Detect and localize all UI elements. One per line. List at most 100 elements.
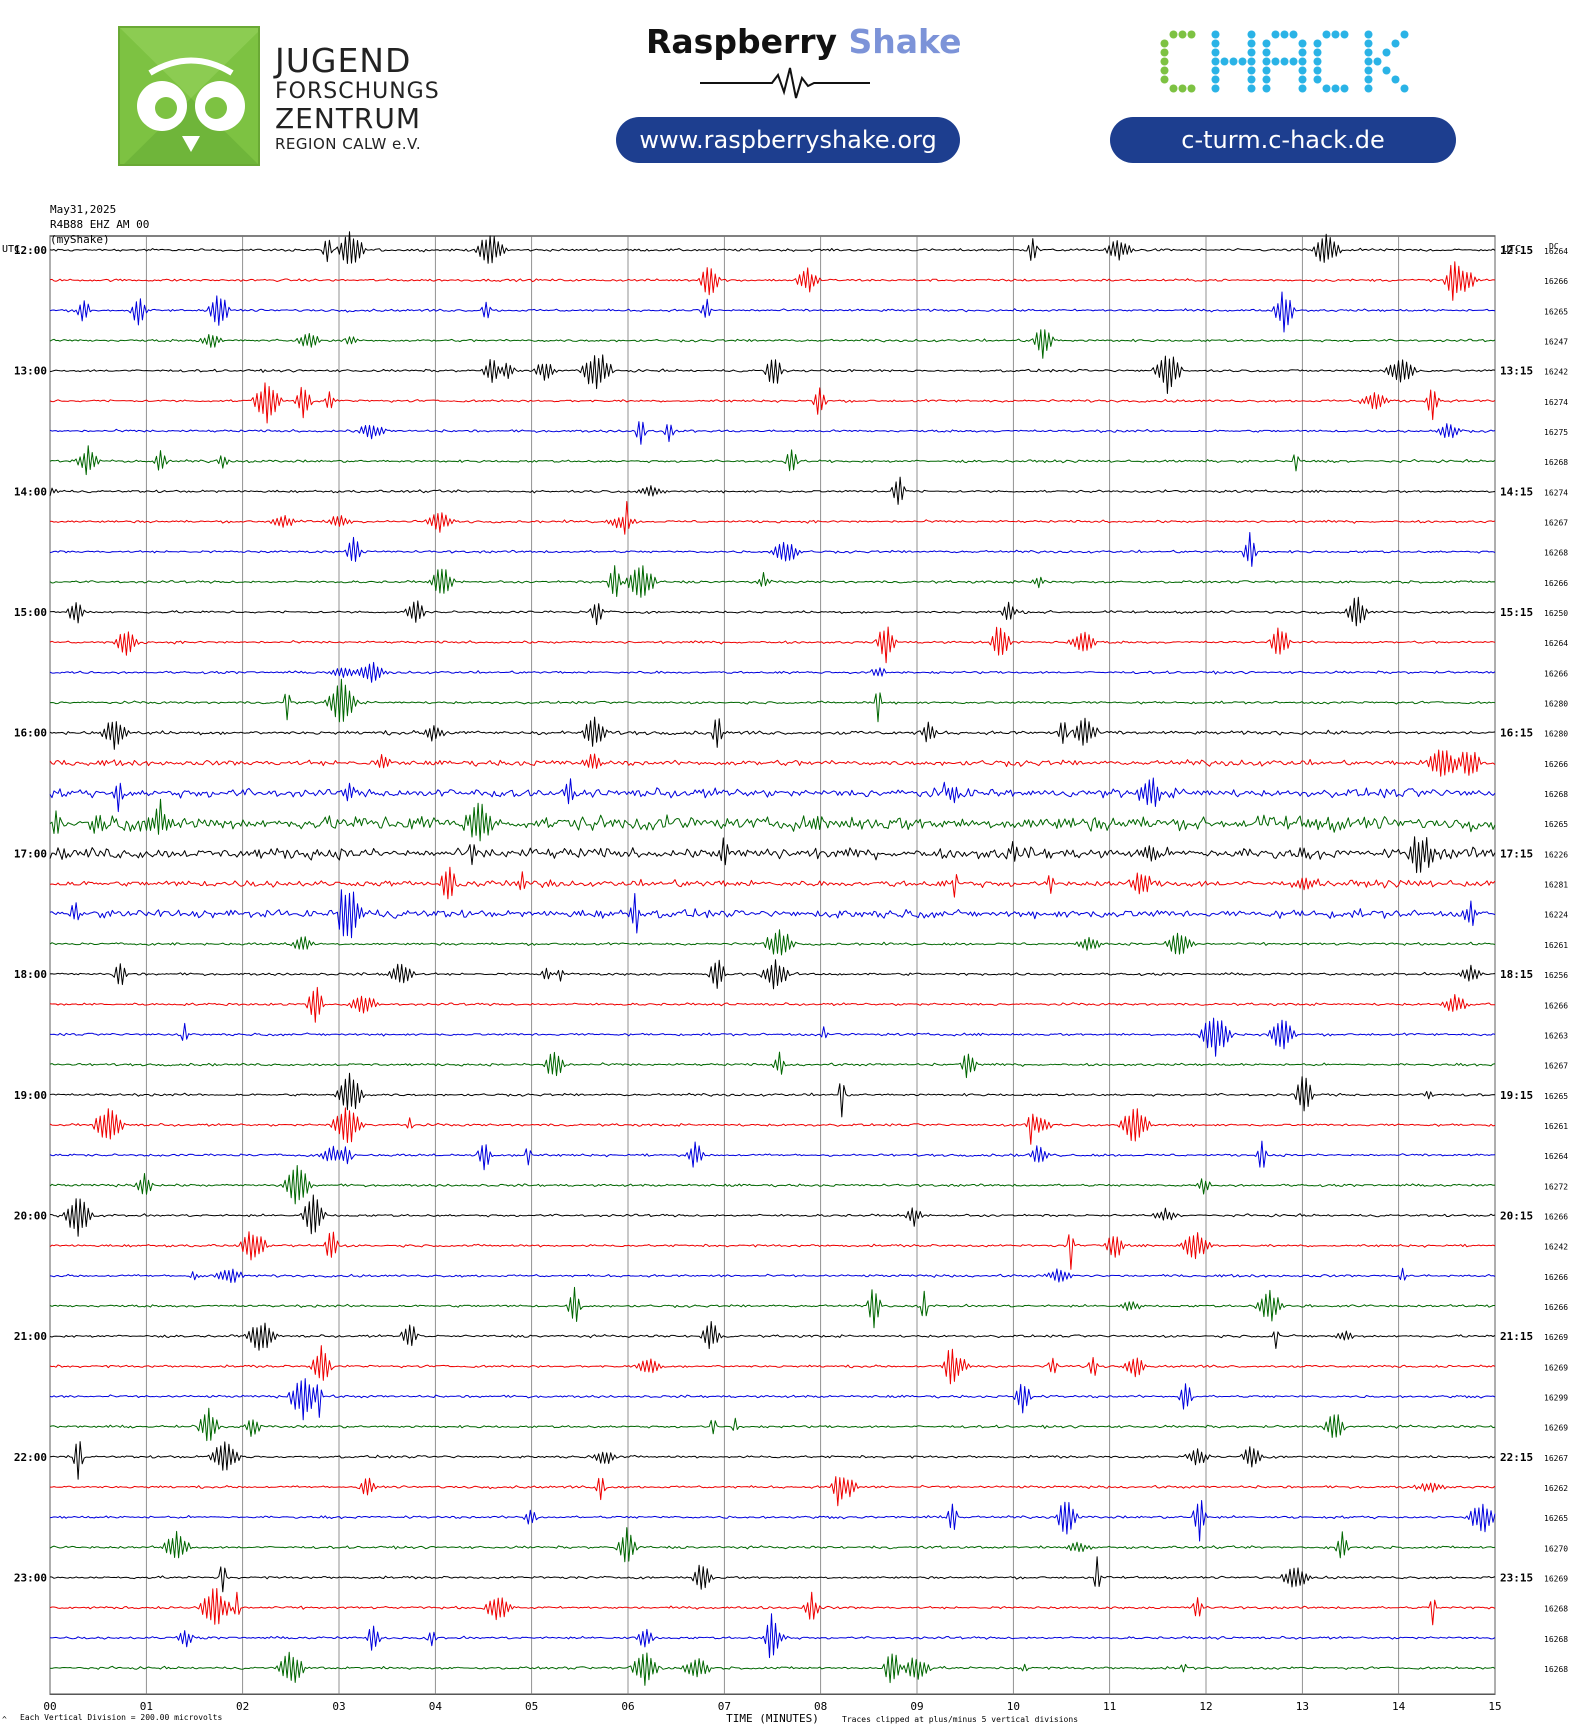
- seismic-trace: [49, 1194, 1496, 1237]
- chack-pixel: [1211, 39, 1220, 48]
- dc-value: 16262: [1544, 1484, 1568, 1493]
- chack-pixel: [1280, 57, 1289, 66]
- chack-pixel: [1313, 48, 1322, 57]
- hour-label-left: 19:00: [14, 1089, 47, 1102]
- seismic-trace: [49, 231, 1496, 264]
- chack-pixel: [1262, 39, 1271, 48]
- seismic-trace: [49, 1231, 1496, 1270]
- meta-line: May31,2025: [50, 203, 116, 216]
- chack-pixel: [1220, 57, 1229, 66]
- seismic-trace: [49, 1613, 1496, 1659]
- x-tick-label: 07: [718, 1700, 731, 1713]
- hour-label-right: 18:15: [1500, 968, 1533, 981]
- seismic-trace: [49, 929, 1496, 956]
- hour-label-left: 17:00: [14, 847, 47, 860]
- dc-value: 16299: [1544, 1393, 1568, 1402]
- hour-label-right: 17:15: [1500, 847, 1533, 860]
- footer-mark: ^: [2, 1715, 7, 1724]
- hour-label-right: 20:15: [1500, 1209, 1533, 1222]
- hour-label-right: 15:15: [1500, 606, 1533, 619]
- chack-logo: [1160, 30, 1409, 93]
- seismic-trace: [50, 1476, 1496, 1507]
- dc-value: 16261: [1544, 1122, 1568, 1131]
- x-tick-label: 15: [1488, 1700, 1501, 1713]
- dc-value: 16274: [1544, 488, 1568, 497]
- hour-label-left: 16:00: [14, 727, 47, 740]
- hour-label-left: 21:00: [14, 1330, 47, 1343]
- dc-value: 16275: [1544, 428, 1568, 437]
- seismic-trace: [49, 716, 1496, 750]
- jfz-line1: JUGEND: [275, 41, 412, 80]
- seismic-trace: [49, 291, 1496, 333]
- seismic-trace: [49, 1556, 1496, 1593]
- seismic-trace: [49, 1378, 1496, 1421]
- footer-clip-note: Traces clipped at plus/minus 5 vertical …: [842, 1715, 1078, 1724]
- chack-pixel: [1262, 48, 1271, 57]
- dc-value: 16265: [1544, 1092, 1568, 1101]
- chack-pixel: [1364, 75, 1373, 84]
- dc-value: 16242: [1544, 368, 1568, 377]
- x-tick-label: 08: [814, 1700, 827, 1713]
- dc-value: 16266: [1544, 669, 1568, 678]
- chack-pixel: [1247, 30, 1256, 39]
- x-axis-label: TIME (MINUTES): [726, 1712, 819, 1725]
- jfz-line3: ZENTRUM: [275, 102, 422, 135]
- dc-value: 16242: [1544, 1243, 1568, 1252]
- jfz-wordmark: JUGEND FORSCHUNGS ZENTRUM REGION CALW e.…: [275, 44, 440, 152]
- dc-value: 16267: [1544, 1454, 1568, 1463]
- dc-value: 16268: [1544, 549, 1568, 558]
- seismic-trace: [49, 959, 1496, 990]
- chack-pixel: [1160, 57, 1169, 66]
- chack-pixel: [1247, 75, 1256, 84]
- dc-label: DC: [1549, 242, 1559, 251]
- chack-pixel: [1211, 66, 1220, 75]
- right-axis-label: UTC: [1503, 244, 1521, 255]
- seismic-trace: [49, 445, 1496, 476]
- chack-pixel: [1211, 75, 1220, 84]
- chack-pixel: [1340, 84, 1349, 93]
- raspberry-shake-logo: Raspberry Shake: [646, 22, 962, 61]
- seismic-trace: [49, 1500, 1496, 1542]
- plot-frame: [49, 235, 1496, 1695]
- chack-pixel: [1313, 66, 1322, 75]
- dc-value: 16268: [1544, 1605, 1568, 1614]
- x-tick-label: 04: [429, 1700, 443, 1713]
- seismic-trace: [49, 1286, 1495, 1329]
- hour-label-left: 13:00: [14, 365, 47, 378]
- x-tick-label: 05: [525, 1700, 538, 1713]
- chack-url-link[interactable]: c-turm.c-hack.de: [1110, 117, 1456, 163]
- x-tick-label: 09: [910, 1700, 923, 1713]
- seismic-trace: [49, 1588, 1496, 1626]
- x-tick-label: 00: [43, 1700, 56, 1713]
- dc-value: 16280: [1544, 700, 1568, 709]
- chack-pixel: [1262, 84, 1271, 93]
- seismic-trace: [49, 261, 1496, 301]
- chack-pixel: [1247, 84, 1256, 93]
- seismic-trace: [49, 501, 1496, 535]
- chack-pixel: [1160, 48, 1169, 57]
- dc-value: 16269: [1544, 1574, 1568, 1583]
- seismic-trace: [49, 1072, 1496, 1118]
- chack-pixel: [1238, 57, 1247, 66]
- chack-pixel: [1229, 57, 1238, 66]
- dc-value: 16247: [1544, 338, 1568, 347]
- dc-value: 16250: [1544, 609, 1568, 618]
- chack-pixel: [1400, 84, 1409, 93]
- chack-pixel: [1382, 48, 1391, 57]
- dc-value: 16267: [1544, 519, 1568, 528]
- dc-value: 16264: [1544, 247, 1568, 256]
- seismic-trace: [49, 986, 1495, 1023]
- chack-pixel: [1364, 48, 1373, 57]
- chack-pixel: [1247, 57, 1256, 66]
- seismic-trace: [49, 1321, 1496, 1351]
- chack-pixel: [1298, 84, 1307, 93]
- dc-value: 16266: [1544, 760, 1568, 769]
- chack-pixel: [1271, 57, 1280, 66]
- chack-pixel: [1289, 30, 1298, 39]
- hour-label-left: 18:00: [14, 968, 47, 981]
- dc-value: 16263: [1544, 1031, 1568, 1040]
- dc-value: 16261: [1544, 941, 1568, 950]
- raspberryshake-url-link[interactable]: www.raspberryshake.org: [616, 117, 960, 163]
- x-tick-label: 06: [621, 1700, 634, 1713]
- hour-label-left: 12:00: [14, 244, 47, 257]
